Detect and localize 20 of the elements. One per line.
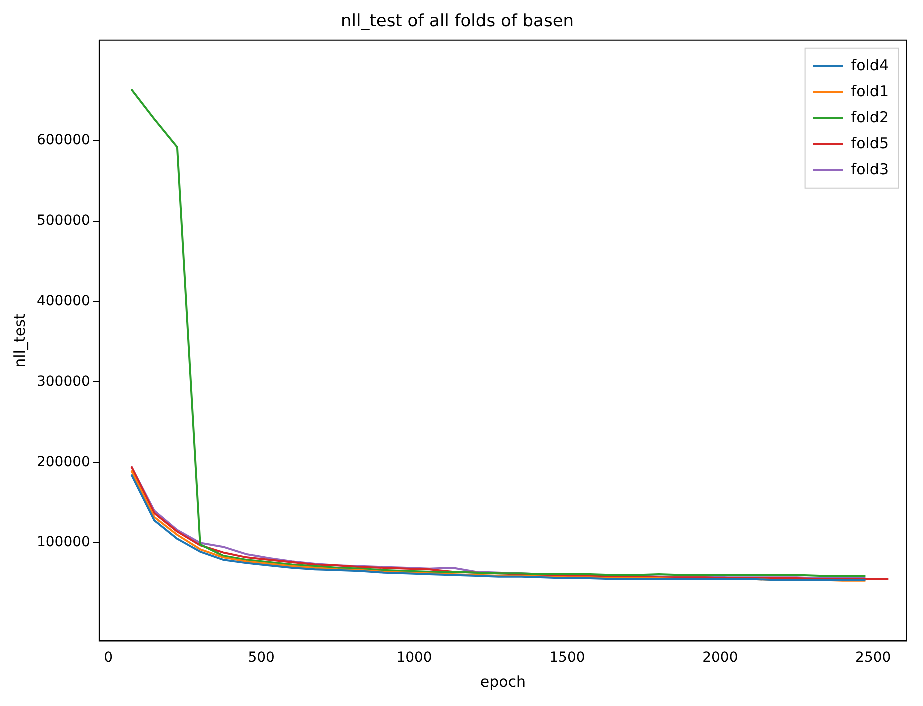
y-tick-label: 600000: [36, 132, 90, 149]
x-tick-label: 0: [104, 650, 114, 666]
y-tick-label: 400000: [36, 293, 90, 310]
legend-label: fold4: [851, 56, 890, 74]
y-tick-label: 100000: [36, 534, 90, 551]
legend-label: fold1: [851, 82, 890, 100]
y-axis-title: nll_test: [10, 314, 29, 368]
x-tick-label: 1000: [396, 650, 432, 666]
x-tick-label: 2000: [702, 650, 738, 666]
x-tick-label: 1500: [550, 650, 586, 666]
y-tick-label: 200000: [36, 454, 90, 470]
x-tick-label: 2500: [856, 650, 892, 666]
y-tick-label: 500000: [36, 213, 90, 230]
chart-title: nll_test of all folds of basen: [340, 12, 574, 32]
y-tick-label: 300000: [36, 374, 90, 390]
legend-label: fold2: [851, 108, 890, 126]
x-tick-label: 500: [248, 650, 275, 666]
legend-label: fold5: [851, 134, 890, 152]
x-axis-title: epoch: [480, 672, 526, 691]
legend-label: fold3: [851, 160, 890, 178]
